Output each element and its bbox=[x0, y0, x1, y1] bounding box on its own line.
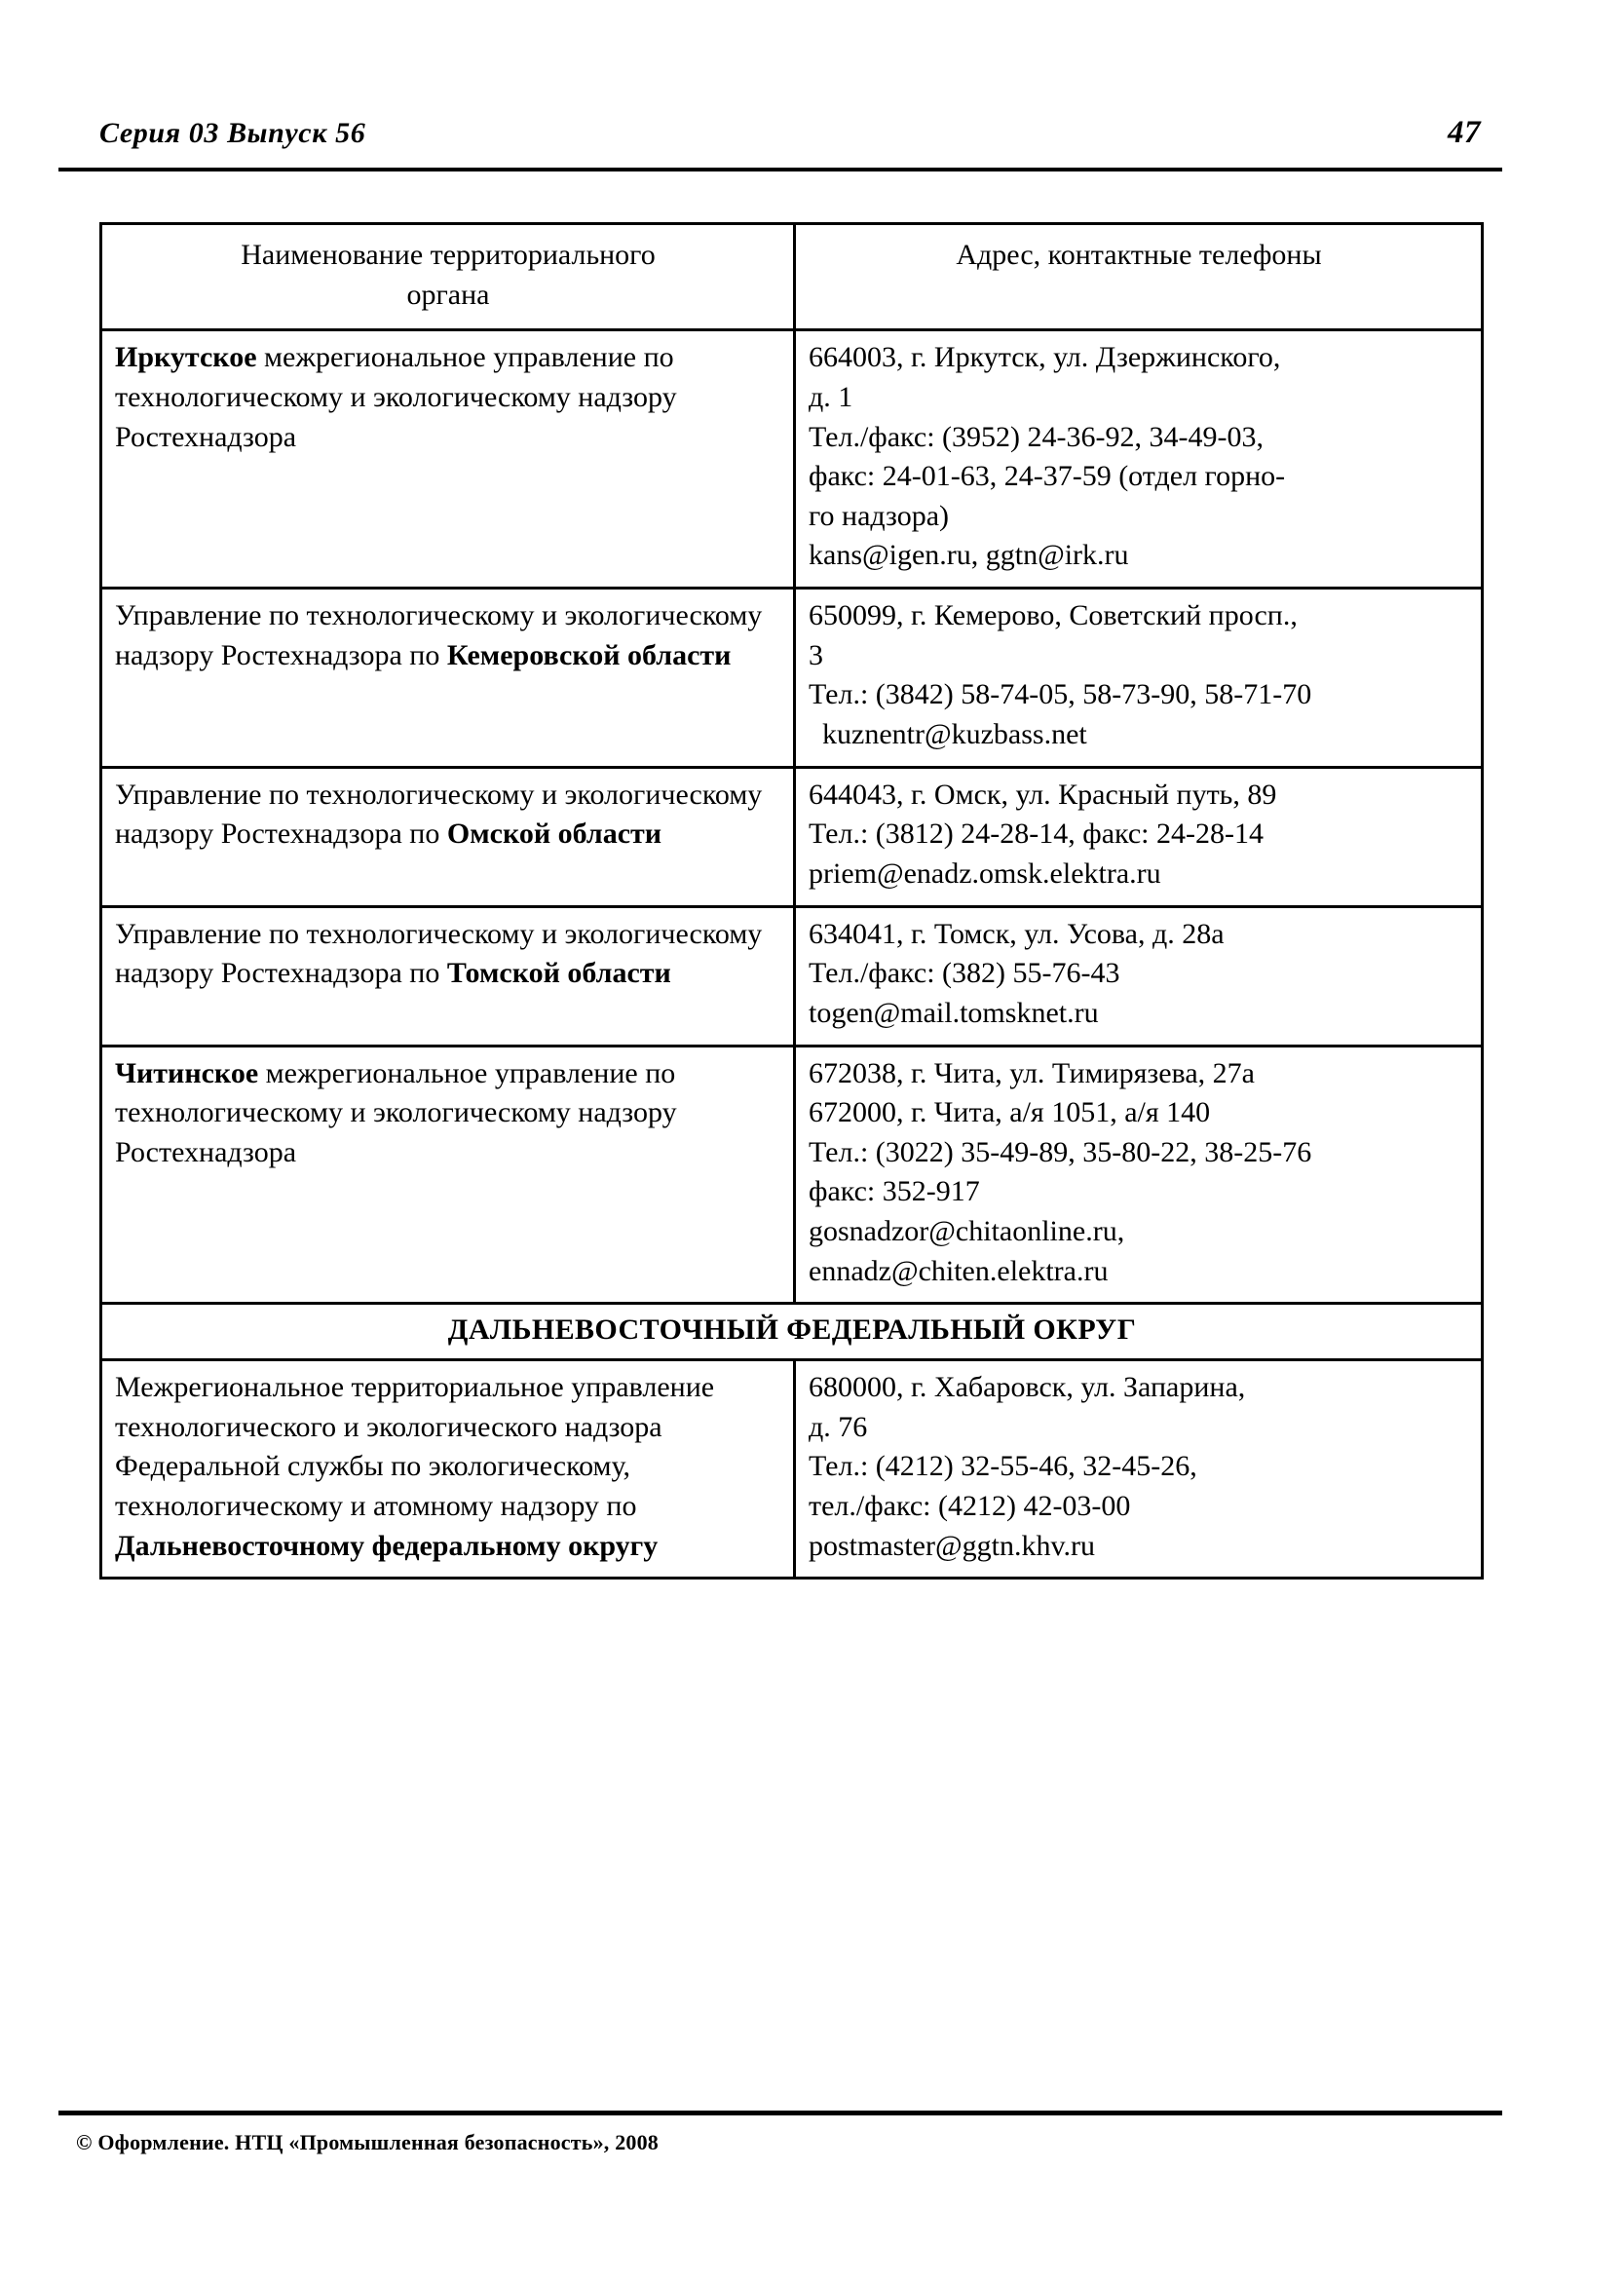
cell-spacer bbox=[115, 1172, 783, 1176]
body-name-highlight: Омской области bbox=[446, 818, 662, 851]
address-email-line: postmaster@ggtn.khv.ru bbox=[809, 1529, 1095, 1562]
body-address-cell: 680000, г. Хабаровск, ул. Запарина, д. 7… bbox=[793, 1358, 1484, 1580]
body-address-cell: 650099, г. Кемерово, Советский просп., 3… bbox=[793, 587, 1484, 769]
table-header-row: Наименование территориального органа Адр… bbox=[99, 221, 1484, 332]
address-line: факс: 24-01-63, 24-37-59 (отдел горно- bbox=[809, 460, 1286, 493]
running-head: Серия 03 Выпуск 56 47 bbox=[99, 115, 1481, 160]
body-name-text: Управление по технологическому и экологи… bbox=[115, 599, 763, 671]
table-row: Управление по технологическому и экологи… bbox=[99, 904, 1484, 1047]
body-name-cell: Управление по технологическому и экологи… bbox=[99, 904, 796, 1047]
address-email-line: kans@igen.ru, ggtn@irk.ru bbox=[809, 539, 1129, 572]
body-name-highlight: Читинское bbox=[115, 1056, 259, 1089]
body-name-cell: Читинское межрегиональное управление по … bbox=[99, 1044, 796, 1306]
column-header-address-line1: Адрес, контактные телефоны bbox=[956, 239, 1322, 271]
body-address-cell: 672038, г. Чита, ул. Тимирязева, 27а 672… bbox=[793, 1044, 1484, 1306]
column-header-name-line2: органа bbox=[406, 278, 490, 311]
body-name-text: Межрегиональное территориальное управлен… bbox=[115, 1371, 715, 1522]
address-line: тел./факс: (4212) 42-03-00 bbox=[809, 1489, 1131, 1522]
address-line: 634041, г. Томск, ул. Усова, д. 28а bbox=[809, 917, 1225, 950]
address-line: Тел./факс: (3952) 24-36-92, 34-49-03, bbox=[809, 420, 1264, 453]
running-head-rule bbox=[58, 168, 1502, 171]
series-issue-label: Серия 03 Выпуск 56 bbox=[99, 117, 366, 149]
address-line: Тел.: (3842) 58-74-05, 58-73-90, 58-71-7… bbox=[809, 678, 1312, 711]
body-address-cell: 644043, г. Омск, ул. Красный путь, 89 Те… bbox=[793, 765, 1484, 908]
address-line: факс: 352-917 bbox=[809, 1175, 980, 1208]
address-line: Тел.: (3812) 24-28-14, факс: 24-28-14 bbox=[809, 818, 1264, 851]
body-name-text: Управление по технологическому и экологи… bbox=[115, 917, 763, 990]
body-name-cell: Управление по технологическому и экологи… bbox=[99, 587, 796, 769]
table-row: Читинское межрегиональное управление по … bbox=[99, 1044, 1484, 1306]
table-row: Иркутское межрегиональное управление по … bbox=[99, 328, 1484, 590]
body-name-highlight: Томской области bbox=[446, 957, 671, 990]
address-line: Тел.: (3022) 35-49-89, 35-80-22, 38-25-7… bbox=[809, 1135, 1312, 1168]
address-line: 672000, г. Чита, а/я 1051, а/я 140 bbox=[809, 1096, 1211, 1129]
cell-spacer bbox=[115, 457, 783, 461]
body-name-text: межрегиональное управление по технологич… bbox=[115, 341, 677, 453]
address-line: д. 76 bbox=[809, 1410, 868, 1443]
address-line: 664003, г. Иркутск, ул. Дзержинского, bbox=[809, 341, 1281, 374]
address-line: 650099, г. Кемерово, Советский просп., bbox=[809, 599, 1298, 632]
copyright-notice: © Оформление. НТЦ «Промышленная безопасн… bbox=[76, 2130, 660, 2154]
address-line: 644043, г. Омск, ул. Красный путь, 89 bbox=[809, 778, 1277, 811]
body-address-cell: 664003, г. Иркутск, ул. Дзержинского, д.… bbox=[793, 328, 1484, 590]
table-row: Управление по технологическому и экологи… bbox=[99, 587, 1484, 769]
address-line: 672038, г. Чита, ул. Тимирязева, 27а bbox=[809, 1056, 1255, 1089]
column-header-address: Адрес, контактные телефоны bbox=[793, 221, 1484, 332]
address-email-line: togen@mail.tomsknet.ru bbox=[809, 996, 1099, 1029]
body-name-cell: Иркутское межрегиональное управление по … bbox=[99, 328, 796, 590]
footer-rule bbox=[58, 2111, 1502, 2115]
address-email-line: priem@enadz.omsk.elektra.ru bbox=[809, 856, 1161, 890]
column-header-name-line1: Наименование территориального bbox=[241, 239, 656, 271]
body-name-text: Управление по технологическому и экологи… bbox=[115, 778, 763, 851]
federal-district-banner-row: ДАЛЬНЕВОСТОЧНЫЙ ФЕДЕРАЛЬНЫЙ ОКРУГ bbox=[99, 1302, 1484, 1362]
federal-district-banner: ДАЛЬНЕВОСТОЧНЫЙ ФЕДЕРАЛЬНЫЙ ОКРУГ bbox=[99, 1302, 1484, 1362]
territorial-bodies-table: Наименование территориального органа Адр… bbox=[99, 221, 1484, 1580]
body-name-text: межрегиональное управление по технологич… bbox=[115, 1056, 677, 1168]
body-address-cell: 634041, г. Томск, ул. Усова, д. 28а Тел.… bbox=[793, 904, 1484, 1047]
body-name-highlight: Кемеровской области bbox=[446, 638, 732, 671]
page-number: 47 bbox=[1448, 115, 1481, 150]
table-row: Управление по технологическому и экологи… bbox=[99, 765, 1484, 908]
address-line: Тел.: (4212) 32-55-46, 32-45-26, bbox=[809, 1450, 1197, 1483]
address-line: 680000, г. Хабаровск, ул. Запарина, bbox=[809, 1371, 1246, 1404]
address-email-line: gosnadzor@chitaonline.ru, bbox=[809, 1215, 1125, 1248]
address-line: д. 1 bbox=[809, 380, 853, 413]
address-line: Тел./факс: (382) 55-76-43 bbox=[809, 957, 1120, 990]
body-name-cell: Управление по технологическому и экологи… bbox=[99, 765, 796, 908]
body-name-highlight: Дальневосточному федеральному округу bbox=[115, 1529, 659, 1562]
address-email-line: ennadz@chiten.elektra.ru bbox=[809, 1254, 1109, 1287]
address-line: 3 bbox=[809, 638, 823, 671]
address-email-line: kuznentr@kuzbass.net bbox=[822, 718, 1087, 751]
body-name-cell: Межрегиональное территориальное управлен… bbox=[99, 1358, 796, 1580]
table-row: Межрегиональное территориальное управлен… bbox=[99, 1358, 1484, 1580]
address-line: го надзора) bbox=[809, 499, 950, 532]
column-header-name: Наименование территориального органа bbox=[99, 221, 796, 332]
body-name-highlight: Иркутское bbox=[115, 341, 257, 374]
